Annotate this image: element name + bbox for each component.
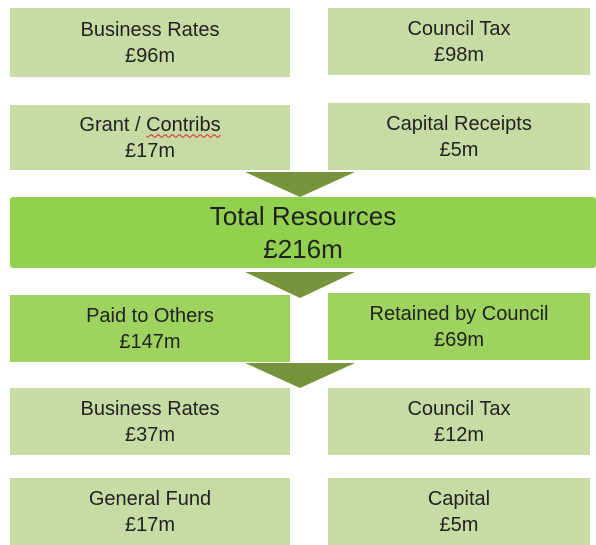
box-amount: £17m [124,139,176,162]
box-label: General Fund [88,487,212,510]
box-label: Paid to Others [86,304,214,327]
box: Grant / Contribs £17m [10,105,290,170]
box-amount: £98m [433,43,485,66]
box-amount: £5m [439,138,479,161]
box: Capital £5m [328,478,590,545]
box-label: Capital Receipts [386,112,532,135]
box-amount: £12m [433,423,485,446]
arrow [245,172,355,197]
box-label: Total Resources [209,200,397,231]
box: Council Tax £98m [328,8,590,75]
box-label: Retained by Council [369,302,549,325]
arrow [245,363,355,388]
box-amount: £96m [124,44,176,67]
arrow [245,272,355,298]
box-label: Capital [427,487,491,510]
box-amount: £147m [119,330,181,353]
box-label: Business Rates [80,397,220,420]
box-label: Business Rates [80,18,220,41]
box: Capital Receipts £5m [328,103,590,170]
box: Total Resources £216m [10,197,596,268]
box: Business Rates £96m [10,8,290,77]
box: Paid to Others £147m [10,295,290,362]
box-amount: £69m [433,328,485,351]
box-amount: £216m [263,233,343,264]
box-label: Council Tax [407,17,511,40]
box: Retained by Council £69m [328,293,590,360]
box-label: Council Tax [407,397,511,420]
box-amount: £37m [124,423,176,446]
box-amount: £5m [439,513,479,536]
box: Council Tax £12m [328,388,590,455]
box-label: Grant / Contribs [79,113,221,136]
box-amount: £17m [124,513,176,536]
box: Business Rates £37m [10,388,290,455]
box: General Fund £17m [10,478,290,545]
